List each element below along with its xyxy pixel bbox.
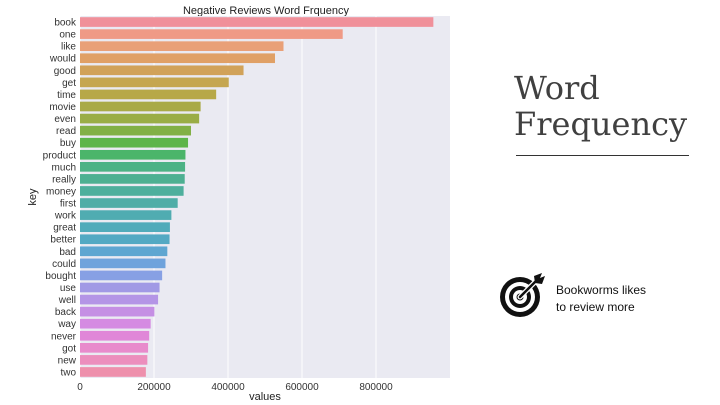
bars — [80, 17, 434, 377]
side-title-line2: Frequency — [514, 105, 688, 143]
bar-like — [80, 41, 284, 51]
bar-product — [80, 149, 186, 160]
category-labels: bookonelikewouldgoodgettimemovieevenread… — [43, 18, 77, 379]
category-label: work — [54, 211, 77, 222]
bar-well — [80, 294, 159, 305]
bar-bought — [80, 270, 163, 281]
bar-money — [80, 186, 184, 196]
category-label: never — [51, 331, 77, 342]
category-label: book — [54, 18, 77, 29]
bar-great — [80, 222, 170, 232]
bar-much — [80, 162, 186, 172]
category-label: use — [60, 283, 77, 294]
chart-title: Negative Reviews Word Frquency — [183, 5, 350, 17]
bar-get — [80, 77, 229, 88]
category-label: buy — [60, 138, 76, 149]
bar-new — [80, 355, 148, 365]
bar-movie — [80, 101, 201, 112]
word-frequency-chart: Negative Reviews Word Frquency bookoneli… — [27, 5, 450, 403]
category-label: even — [54, 114, 76, 125]
category-label: product — [43, 150, 77, 161]
gridlines — [79, 16, 377, 378]
category-label: like — [61, 42, 76, 53]
x-axis-label: values — [249, 391, 281, 403]
bar-first — [80, 198, 178, 208]
bar-way — [80, 318, 151, 329]
bar-good — [80, 65, 244, 76]
bar-use — [80, 282, 160, 293]
category-label: money — [46, 186, 76, 197]
side-title-line1: Word — [514, 69, 600, 107]
x-tick-labels: 0 200000 400000 600000 800000 — [77, 382, 393, 393]
target-icon — [500, 273, 545, 317]
bar-got — [80, 343, 149, 353]
bar-could — [80, 258, 166, 269]
category-label: first — [60, 199, 76, 210]
bar-bad — [80, 246, 168, 257]
x-tick-label: 200000 — [137, 382, 171, 393]
bar-buy — [80, 137, 189, 148]
category-label: new — [58, 355, 77, 366]
plot-area — [80, 16, 450, 378]
category-label: bought — [45, 271, 76, 282]
category-label: could — [52, 259, 76, 270]
category-label: well — [58, 295, 76, 306]
bar-work — [80, 210, 172, 220]
category-label: got — [62, 343, 76, 354]
bar-two — [80, 367, 146, 377]
bar-even — [80, 113, 200, 124]
category-label: get — [62, 78, 76, 89]
side-title: Word Frequency — [514, 70, 704, 142]
category-label: movie — [49, 102, 76, 113]
x-tick-label: 800000 — [359, 382, 393, 393]
category-label: great — [53, 223, 76, 234]
category-label: bad — [59, 247, 76, 258]
x-tick-label: 600000 — [285, 382, 319, 393]
divider — [516, 155, 689, 156]
category-label: better — [50, 235, 76, 246]
category-label: really — [52, 174, 76, 185]
category-label: good — [54, 66, 76, 77]
note-line1: Bookworms likes — [556, 283, 647, 297]
bar-really — [80, 174, 185, 184]
note-line2: to review more — [556, 300, 635, 314]
x-tick-label: 0 — [77, 382, 83, 393]
category-label: much — [52, 162, 76, 173]
note-text: Bookworms likes to review more — [556, 282, 706, 316]
x-tick-label: 400000 — [211, 382, 245, 393]
y-axis-label: key — [27, 188, 39, 206]
category-label: way — [57, 319, 76, 330]
bar-read — [80, 125, 191, 136]
bar-would — [80, 53, 275, 64]
category-label: would — [49, 54, 76, 65]
bar-one — [80, 29, 343, 39]
category-label: back — [55, 307, 77, 318]
category-label: read — [56, 126, 76, 137]
bar-never — [80, 330, 150, 341]
bar-time — [80, 89, 217, 100]
category-label: one — [59, 30, 76, 41]
category-label: two — [60, 367, 76, 378]
category-label: time — [57, 90, 76, 101]
bar-back — [80, 306, 155, 317]
bar-book — [80, 17, 434, 27]
bar-better — [80, 234, 170, 245]
